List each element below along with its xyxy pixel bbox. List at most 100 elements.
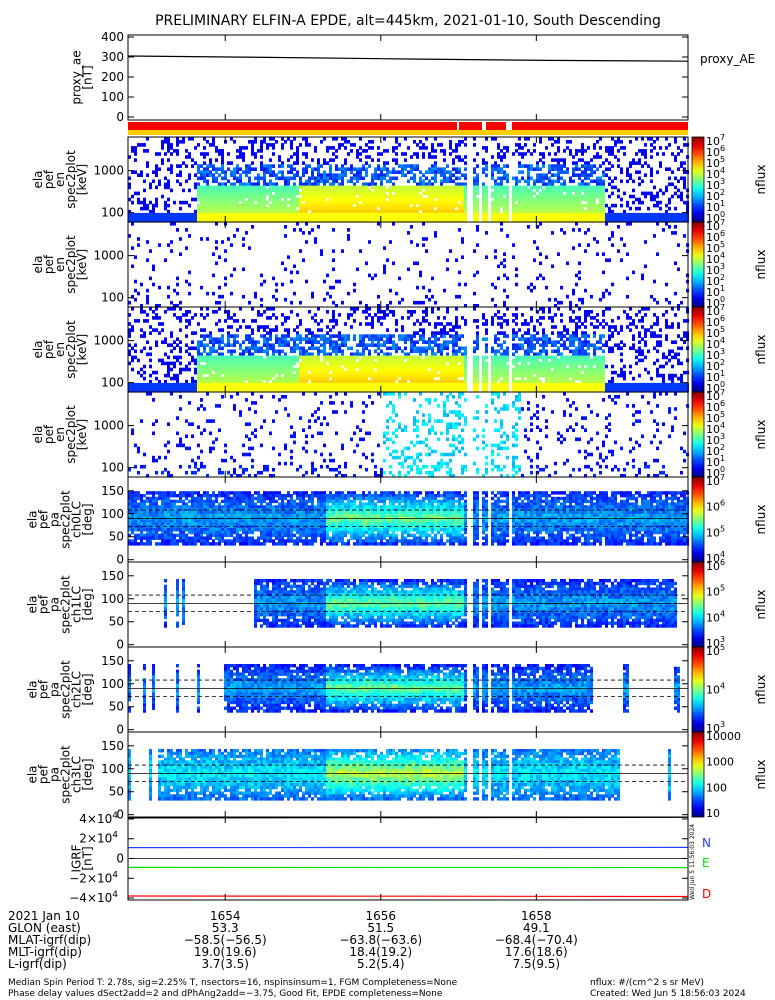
y-axis-label: en: [53, 172, 67, 187]
colorbar-tick-exponent: 6: [720, 399, 725, 408]
time-axis-value: 1654: [210, 909, 241, 923]
y-tick-label: 150: [101, 484, 124, 498]
colorbar-tick-exponent: 5: [720, 240, 725, 249]
y-tick-label: 100: [101, 461, 124, 475]
y-axis-label: [keV]: [75, 334, 89, 365]
y-tick-label: 50: [109, 615, 124, 629]
y-axis-label: ch0LC: [70, 501, 84, 538]
y-axis-label: ela: [31, 340, 45, 358]
side-timestamp: Wed Jun 5 11:56:03 2024: [689, 824, 696, 900]
spec_en_4-cells: [128, 392, 689, 478]
spec_en_1-cells: [128, 137, 689, 223]
colorbar-tick-exponent: 1: [720, 369, 725, 378]
panels: proxy_AE4003002001000proxy_ae[nT]1000100…: [26, 30, 769, 905]
y-axis-label: [nT]: [81, 846, 95, 870]
y-axis-label: pef: [37, 679, 51, 699]
y-axis-label: pef: [37, 764, 51, 784]
time-axis-value: 17.6(18.6): [505, 945, 568, 959]
y-axis-label: ela: [31, 255, 45, 273]
y-axis-label: [deg]: [81, 589, 95, 621]
colorbar-tick-label: 1000: [706, 756, 734, 769]
colorbar-tick-exponent: 1: [720, 199, 725, 208]
colorbar-label: nflux: [754, 420, 768, 450]
colorbar-tick-exponent: 1: [720, 454, 725, 463]
time-axis-row-label: MLAT-igrf(dip): [8, 933, 91, 947]
colorbar-tick-exponent: 7: [720, 218, 725, 227]
y-axis-label: [deg]: [81, 504, 95, 536]
colorbar-tick-exponent: 3: [720, 177, 725, 186]
colorbar-tick-exponent: 4: [720, 251, 725, 260]
colorbar-tick-label: 107: [706, 473, 725, 488]
igrf-legend-E: E: [702, 856, 710, 870]
y-axis-label: pa: [48, 597, 62, 612]
y-axis-label: spec2plot: [64, 320, 78, 379]
y-axis-label: ela: [26, 595, 40, 613]
colorbar-tick-exponent: 4: [720, 682, 725, 691]
y-tick-exponent: 4: [112, 870, 118, 880]
footer-created: Created: Wed Jun 5 18:56:03 2024: [590, 989, 746, 999]
colorbar-label: nflux: [754, 505, 768, 535]
colorbar-label: nflux: [754, 250, 768, 280]
spec_en_2-colorbar: [691, 221, 705, 308]
colorbar-tick-exponent: 4: [720, 336, 725, 345]
proxy-ae-legend: proxy_AE: [700, 52, 755, 66]
y-axis-label: pef: [42, 424, 56, 444]
colorbar-tick-exponent: 3: [720, 432, 725, 441]
colorbar-tick-exponent: 5: [720, 325, 725, 334]
y-tick-label: 1000: [93, 334, 124, 348]
proxy-ae-line: [127, 55, 689, 62]
y-tick-label: 100: [101, 291, 124, 305]
time-axis-value: 18.4(19.2): [349, 945, 412, 959]
colorbar-tick-label: 105: [706, 643, 725, 658]
colorbar-tick-label: 105: [706, 584, 725, 599]
y-tick-label: 300: [101, 50, 124, 64]
colorbar-tick-exponent: 2: [720, 273, 725, 282]
colorbar-tick-exponent: 4: [720, 166, 725, 175]
colorbar-label: nflux: [754, 760, 768, 790]
spec_pa_ch0-cells: [128, 491, 689, 546]
colorbar-tick-exponent: 0: [720, 295, 725, 304]
time-axis-value: 3.7(3.5): [201, 957, 249, 971]
colorbar-label: nflux: [754, 590, 768, 620]
y-tick-label: 0: [116, 852, 124, 866]
colorbar-tick-exponent: 5: [720, 410, 725, 419]
colorbar-tick-exponent: 0: [720, 465, 725, 474]
footer-units: nflux: #/(cm^2 s sr MeV): [590, 978, 704, 988]
spec_en_3-cells: [128, 307, 689, 393]
y-axis-label: pef: [42, 169, 56, 189]
y-axis-label: ela: [31, 425, 45, 443]
colorbar-tick-label: 106: [706, 558, 725, 573]
colorbar-tick-exponent: 6: [720, 499, 725, 508]
colorbar-tick-exponent: 1: [720, 284, 725, 293]
colorbar-tick-exponent: 6: [720, 558, 725, 567]
y-tick-label: 1000: [93, 419, 124, 433]
y-axis-label: spec2plot: [59, 490, 73, 549]
y-tick-label: 150: [101, 654, 124, 668]
y-axis-label: ela: [26, 510, 40, 528]
colorbar-tick-label: 104: [706, 682, 725, 697]
colorbar-tick-exponent: 2: [720, 443, 725, 452]
y-axis-label: pef: [37, 594, 51, 614]
status-bar: [128, 122, 688, 130]
footer-line2: Phase delay values dSect2add=2 and dPhAn…: [8, 989, 443, 999]
y-tick-label: 0: [116, 808, 124, 822]
time-axis-row-label: 2021 Jan 10: [8, 909, 80, 923]
spec_pa_ch2-cells: [128, 664, 680, 713]
colorbar-tick-exponent: 4: [720, 609, 725, 618]
y-tick-label: 400: [101, 30, 124, 44]
y-tick-label: 0: [116, 110, 124, 124]
colorbar-tick-exponent: 6: [720, 144, 725, 153]
time-axis-value: 51.5: [367, 921, 394, 935]
y-axis-label: pa: [48, 767, 62, 782]
y-tick-label: 2×104: [79, 831, 118, 846]
y-axis-label: en: [53, 342, 67, 357]
y-tick-label: 100: [101, 206, 124, 220]
colorbar-tick-exponent: 5: [720, 584, 725, 593]
status-bar-gap: [457, 122, 459, 130]
y-axis-label: spec2plot: [64, 150, 78, 209]
y-axis-label: pef: [42, 254, 56, 274]
y-axis-label: pa: [48, 682, 62, 697]
y-axis-label: [deg]: [81, 759, 95, 791]
colorbar-tick-exponent: 5: [720, 155, 725, 164]
